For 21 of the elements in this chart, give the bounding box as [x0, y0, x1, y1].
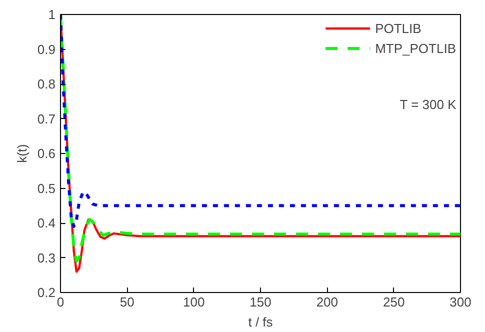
y-tick-label: 0.6 [37, 146, 56, 161]
x-tick-label: 300 [450, 294, 472, 310]
y-tick-label: 0.5 [37, 180, 56, 196]
y-tick-label: 0.2 [37, 285, 56, 300]
annotation: T = 300 K [400, 96, 457, 112]
x-tick-label: 0 [56, 294, 64, 310]
y-tick-label: 0.4 [37, 216, 56, 230]
y-tick-label: 0.8 [37, 76, 56, 92]
x-tick-label: 100 [182, 294, 205, 310]
legend-label: MTP_POTLIB [375, 40, 456, 56]
y-tick-label: 0.9 [37, 42, 56, 57]
x-tick-label: 150 [250, 294, 272, 310]
x-tick-label: 250 [382, 294, 405, 310]
y-tick-label: 0.7 [37, 111, 56, 126]
x-tick-label: 50 [120, 294, 134, 310]
y-axis-title: k(t) [14, 144, 30, 163]
y-tick-label: 1 [48, 7, 56, 22]
legend-label: POTLIB [375, 20, 422, 36]
y-tick-label: 0.3 [37, 250, 56, 266]
x-tick-label: 200 [316, 294, 338, 310]
x-axis-title: t / fs [248, 314, 274, 330]
